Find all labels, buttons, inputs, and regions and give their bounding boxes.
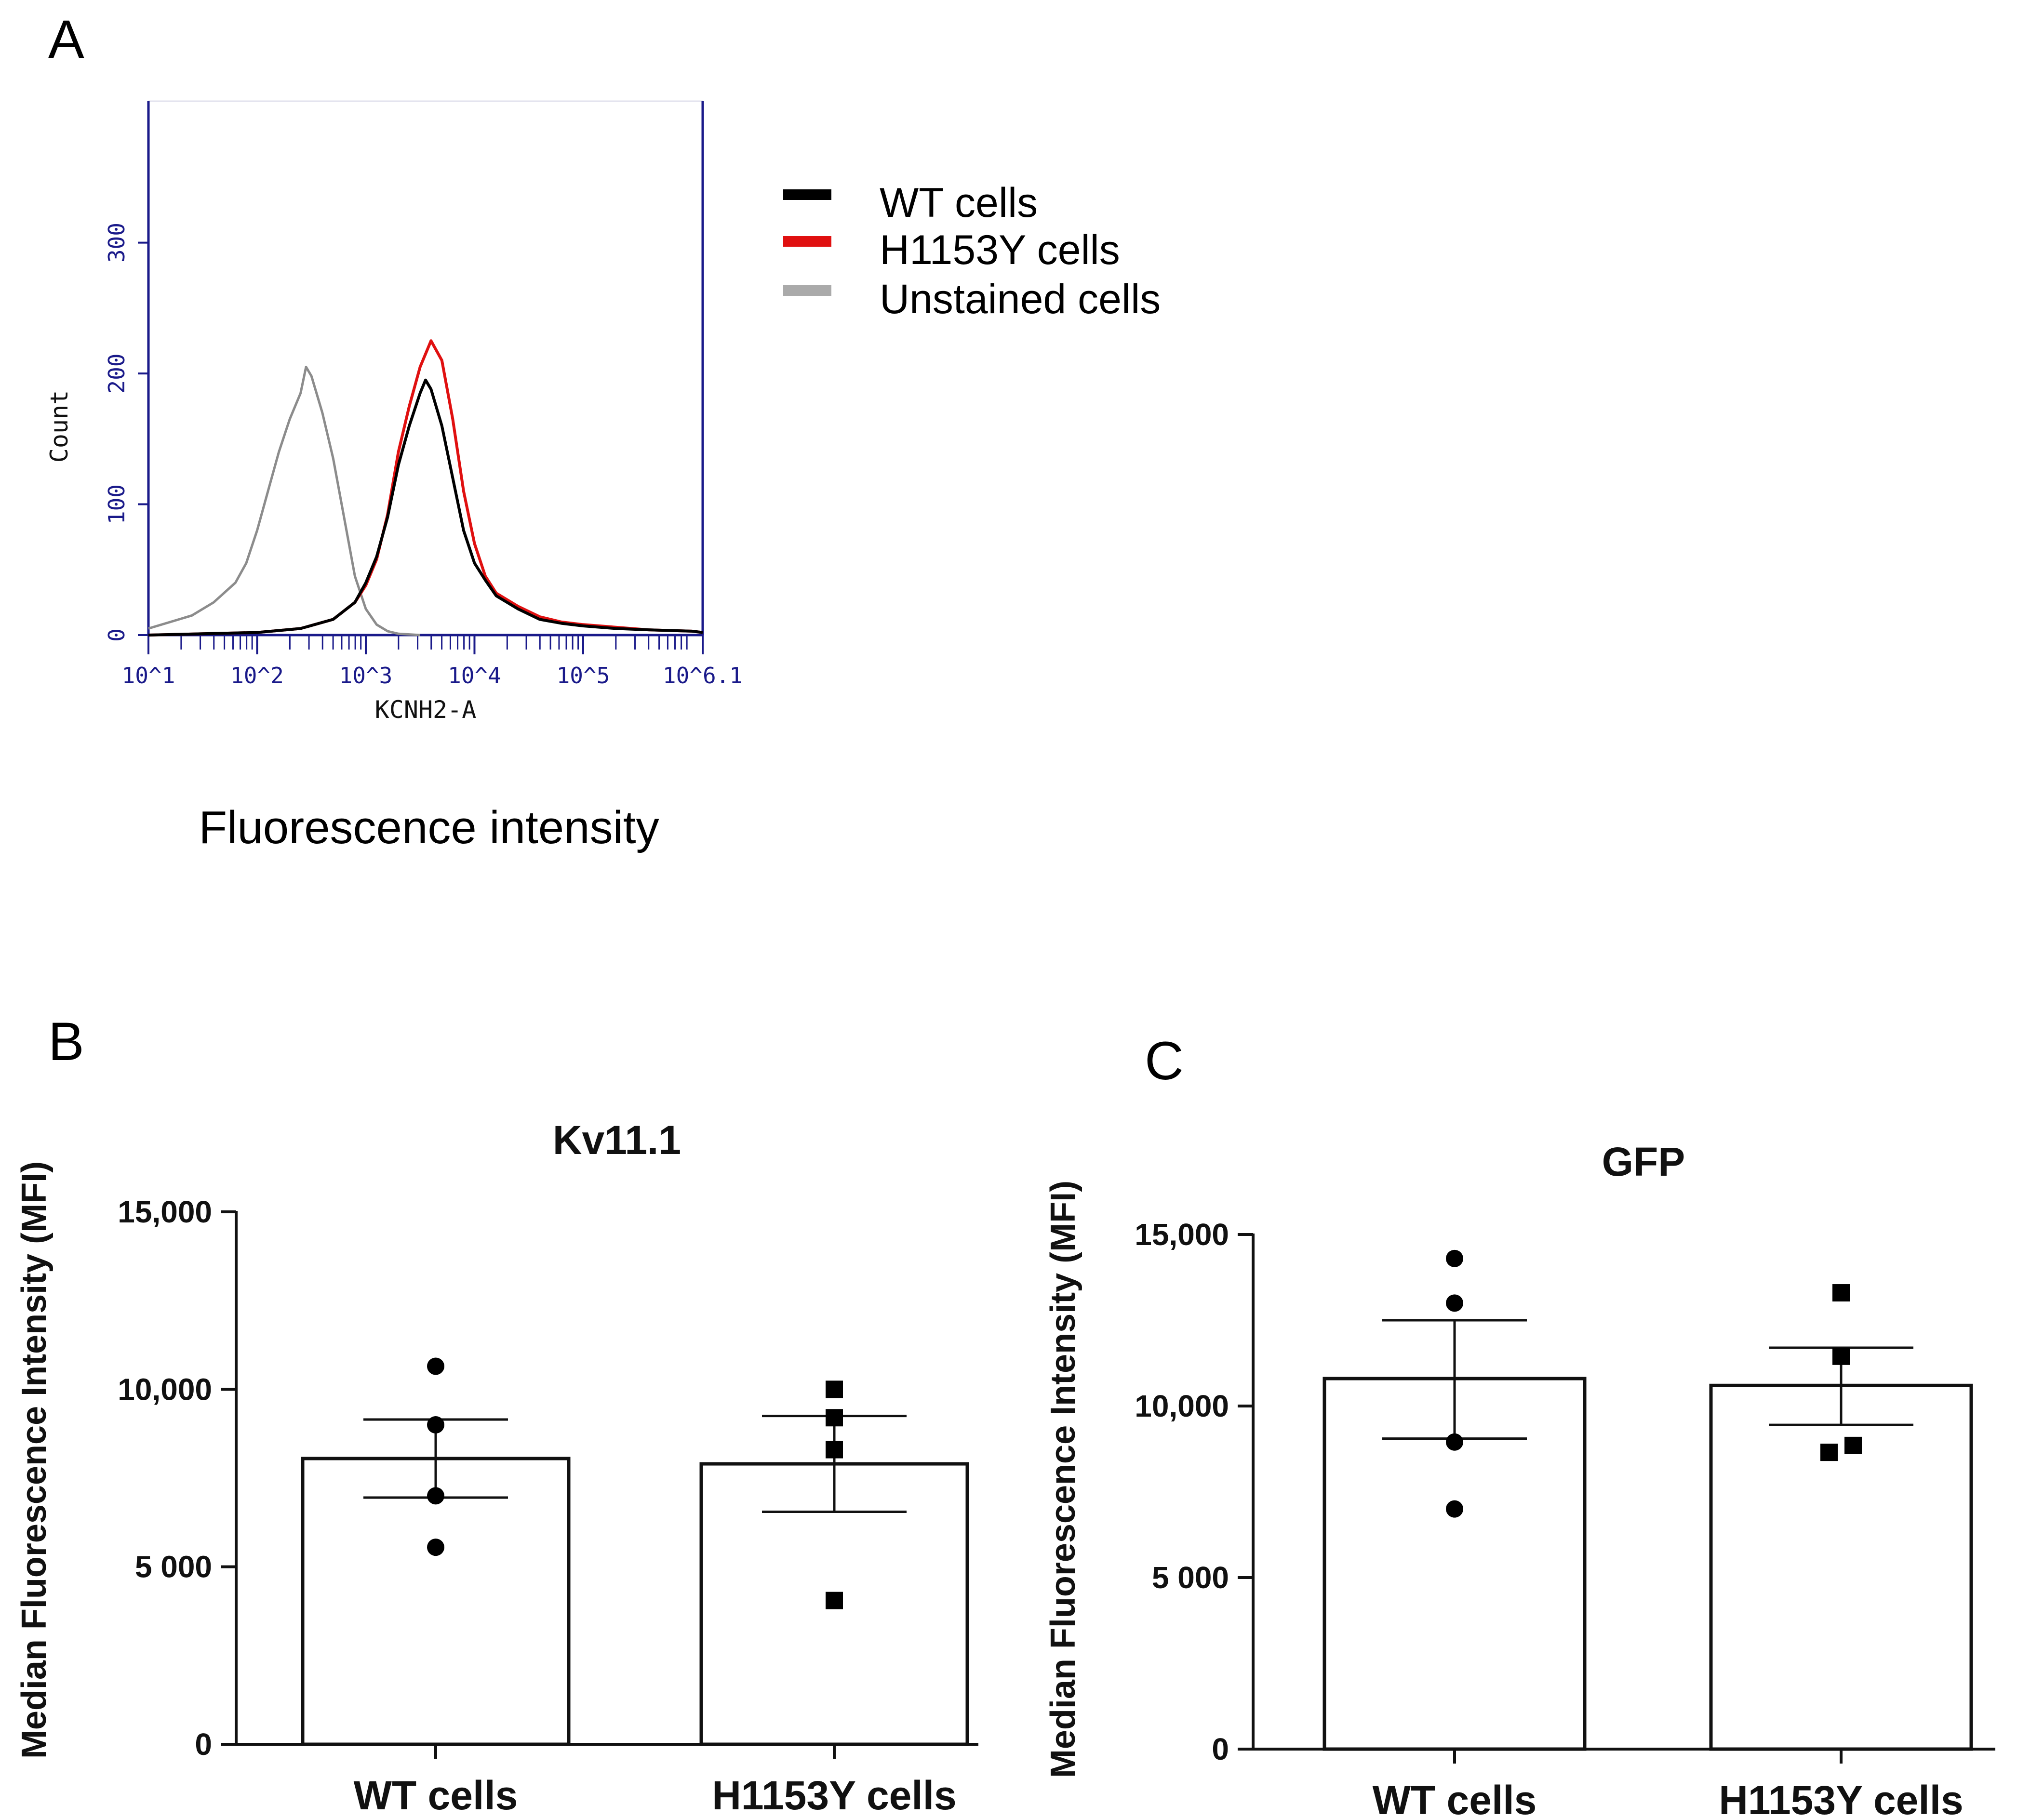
panel-b: B Kv11.1 Median Fluorescence Intensity (… [15, 1011, 978, 1818]
y-tick-label: 200 [104, 354, 130, 394]
data-point-square [826, 1441, 843, 1459]
legend-item-unstained: Unstained cells [783, 276, 1161, 322]
panel-letter-a: A [48, 9, 84, 69]
y-tick-label: 300 [104, 223, 130, 263]
legend-item-h1153y: H1153Y cells [783, 227, 1120, 273]
x-tick-label: 10^4 [448, 663, 501, 689]
legend-swatch-h1153y [783, 236, 831, 247]
y-tick-label: 5 000 [1152, 1560, 1229, 1595]
data-point-circle [1446, 1500, 1463, 1518]
y-tick-label: 15,000 [118, 1194, 212, 1229]
data-point-circle [427, 1357, 444, 1375]
y-axis-title-b: Median Fluorescence Intensity (MFI) [15, 1161, 53, 1759]
data-point-square [826, 1380, 843, 1398]
legend-label-wt: WT cells [880, 180, 1038, 226]
data-point-square [1844, 1436, 1862, 1454]
x-tick-label: 10^1 [122, 663, 175, 689]
category-label: H1153Y cells [712, 1773, 957, 1818]
x-minor-ticks [180, 635, 688, 650]
legend-label-h1153y: H1153Y cells [880, 227, 1120, 273]
category-label: H1153Y cells [1719, 1778, 1964, 1818]
panel-c: C GFP Median Fluorescence Intensity (MFI… [1044, 1031, 1995, 1818]
y-tick-label: 5 000 [135, 1550, 212, 1584]
data-point-circle [1446, 1249, 1463, 1267]
x-caption: Fluorescence intensity [199, 802, 659, 853]
histogram-series [148, 339, 703, 637]
histogram-line-wt-cells [148, 378, 703, 637]
panel-a: A 0 100 200 300 10^1 10^2 10^3 10^4 10^5 10^6.1 … [45, 9, 1161, 853]
data-point-square [1832, 1284, 1850, 1302]
category-label: WT cells [1373, 1778, 1537, 1818]
x-axis-title: KCNH2-A [375, 696, 477, 724]
legend-swatch-wt [783, 189, 831, 200]
legend-swatch-unstained [783, 285, 831, 296]
data-point-square [1832, 1347, 1850, 1365]
histogram-line-h1153y-cells [148, 339, 703, 637]
bar-chart-kv11: 0 5 000 10,000 15,000 WT cells H1153Y cells [118, 1194, 978, 1818]
data-point-square [826, 1592, 843, 1609]
y-tick-label: 0 [104, 628, 130, 642]
legend-label-unstained: Unstained cells [880, 276, 1161, 322]
bar-chart-gfp: 0 5 000 10,000 15,000 WT cells H1153Y cells [1135, 1217, 1995, 1818]
data-point-circle [1446, 1294, 1463, 1312]
histogram-line-unstained-cells [148, 366, 420, 637]
data-point-circle [1446, 1433, 1463, 1451]
legend: WT cells H1153Y cells Unstained cells [783, 180, 1161, 322]
y-axis-title-c: Median Fluorescence Intensity (MFI) [1044, 1181, 1082, 1778]
data-point-circle [427, 1487, 444, 1505]
x-ticks: 10^1 10^2 10^3 10^4 10^5 10^6.1 [122, 635, 743, 689]
data-point-circle [427, 1539, 444, 1556]
y-tick-label: 0 [195, 1727, 212, 1762]
chart-title-kv11: Kv11.1 [553, 1117, 681, 1163]
y-axis-title: Count [45, 390, 73, 463]
histogram-plot: 0 100 200 300 10^1 10^2 10^3 10^4 10^5 10^6.1 Co… [45, 100, 743, 724]
legend-item-wt: WT cells [783, 180, 1038, 226]
x-tick-label: 10^6.1 [663, 663, 743, 689]
y-tick-label: 15,000 [1135, 1217, 1229, 1252]
y-tick-label: 0 [1212, 1732, 1229, 1766]
y-tick-label: 10,000 [118, 1372, 212, 1407]
data-point-circle [427, 1416, 444, 1433]
y-ticks: 0 100 200 300 [104, 223, 148, 642]
y-tick-label: 10,000 [1135, 1389, 1229, 1423]
x-tick-label: 10^5 [557, 663, 610, 689]
data-point-square [826, 1409, 843, 1427]
bar-h1153y-cells [1709, 1383, 1973, 1751]
panel-letter-b: B [48, 1011, 84, 1072]
x-tick-label: 10^3 [339, 663, 393, 689]
category-label: WT cells [354, 1773, 518, 1818]
y-tick-label: 100 [104, 484, 130, 524]
x-tick-label: 10^2 [230, 663, 284, 689]
data-point-square [1820, 1444, 1838, 1461]
chart-title-gfp: GFP [1602, 1139, 1685, 1184]
panel-letter-c: C [1145, 1031, 1184, 1091]
